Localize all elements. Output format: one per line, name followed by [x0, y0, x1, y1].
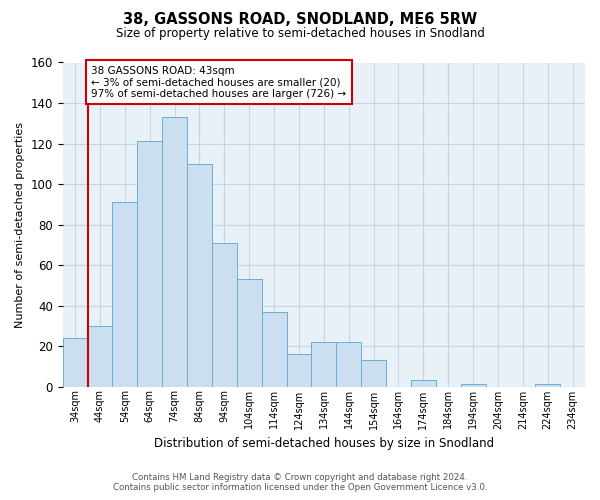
Bar [411, 380, 436, 386]
Bar [187, 164, 212, 386]
Y-axis label: Number of semi-detached properties: Number of semi-detached properties [15, 122, 25, 328]
Bar [535, 384, 560, 386]
Text: Size of property relative to semi-detached houses in Snodland: Size of property relative to semi-detach… [116, 28, 484, 40]
Text: 38 GASSONS ROAD: 43sqm
← 3% of semi-detached houses are smaller (20)
97% of semi: 38 GASSONS ROAD: 43sqm ← 3% of semi-deta… [91, 66, 346, 98]
Bar [237, 279, 262, 386]
Text: Contains HM Land Registry data © Crown copyright and database right 2024.
Contai: Contains HM Land Registry data © Crown c… [113, 473, 487, 492]
Bar [287, 354, 311, 386]
Bar [262, 312, 287, 386]
Bar [88, 326, 112, 386]
Bar [162, 117, 187, 386]
Bar [112, 202, 137, 386]
Bar [461, 384, 485, 386]
Text: 38, GASSONS ROAD, SNODLAND, ME6 5RW: 38, GASSONS ROAD, SNODLAND, ME6 5RW [123, 12, 477, 28]
Bar [212, 242, 237, 386]
X-axis label: Distribution of semi-detached houses by size in Snodland: Distribution of semi-detached houses by … [154, 437, 494, 450]
Bar [62, 338, 88, 386]
Bar [311, 342, 336, 386]
Bar [336, 342, 361, 386]
Bar [361, 360, 386, 386]
Bar [137, 142, 162, 386]
